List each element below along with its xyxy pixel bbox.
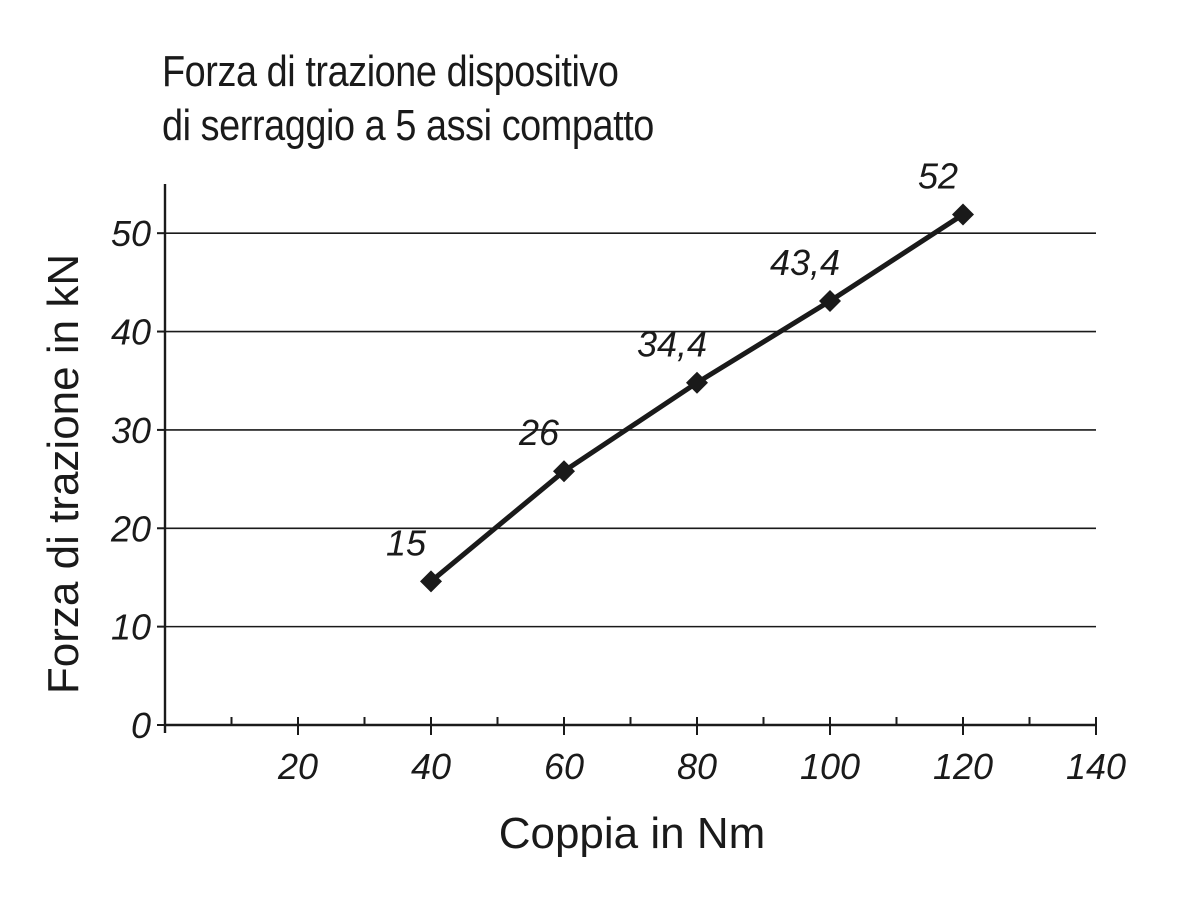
series-line-0 (429, 212, 965, 584)
x-tick-label-140: 140 (1066, 746, 1126, 787)
x-axis-label: Coppia in Nm (499, 809, 766, 858)
chart-title-line-2: di serraggio a 5 assi compatto (162, 101, 654, 150)
x-tick-label-60: 60 (544, 746, 584, 787)
x-tick-label-120: 120 (933, 746, 993, 787)
data-point-80 (686, 371, 708, 394)
data-label-120: 52 (918, 155, 958, 196)
y-tick-label-40: 40 (111, 312, 151, 353)
x-tick-label-40: 40 (411, 746, 451, 787)
axes (163, 184, 1096, 733)
data-label-60: 26 (518, 412, 560, 453)
data-point-40 (420, 570, 442, 593)
x-tick-label-20: 20 (277, 746, 318, 787)
data-point-100 (819, 290, 841, 313)
chart-title-line-1: Forza di trazione dispositivo (162, 47, 619, 96)
data-point-60 (553, 460, 575, 483)
series (420, 203, 974, 593)
x-tick-label-80: 80 (677, 746, 717, 787)
y-tick-label-50: 50 (111, 213, 151, 254)
ticks: 0 10 20 30 40 50 20 40 60 80 100 120 140 (110, 213, 1126, 787)
data-label-100: 43,4 (770, 242, 840, 283)
x-tick-label-100: 100 (800, 746, 860, 787)
data-label-80: 34,4 (637, 324, 707, 365)
data-label-40: 15 (386, 522, 427, 563)
data-labels: 15 26 34,4 43,4 52 (386, 155, 958, 563)
y-axis-label: Forza di trazione in kN (39, 254, 88, 694)
y-tick-label-20: 20 (110, 508, 151, 549)
y-tick-label-0: 0 (131, 705, 151, 746)
data-point-120 (952, 203, 974, 226)
y-tick-label-10: 10 (111, 607, 151, 648)
y-tick-label-30: 30 (111, 410, 151, 451)
